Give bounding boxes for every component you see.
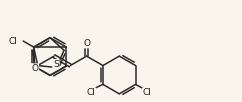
Text: Cl: Cl	[143, 88, 152, 97]
Text: O: O	[31, 64, 38, 73]
Text: Cl: Cl	[87, 88, 96, 97]
Text: S: S	[53, 60, 59, 69]
Text: O: O	[83, 39, 90, 48]
Text: Cl: Cl	[8, 37, 17, 45]
